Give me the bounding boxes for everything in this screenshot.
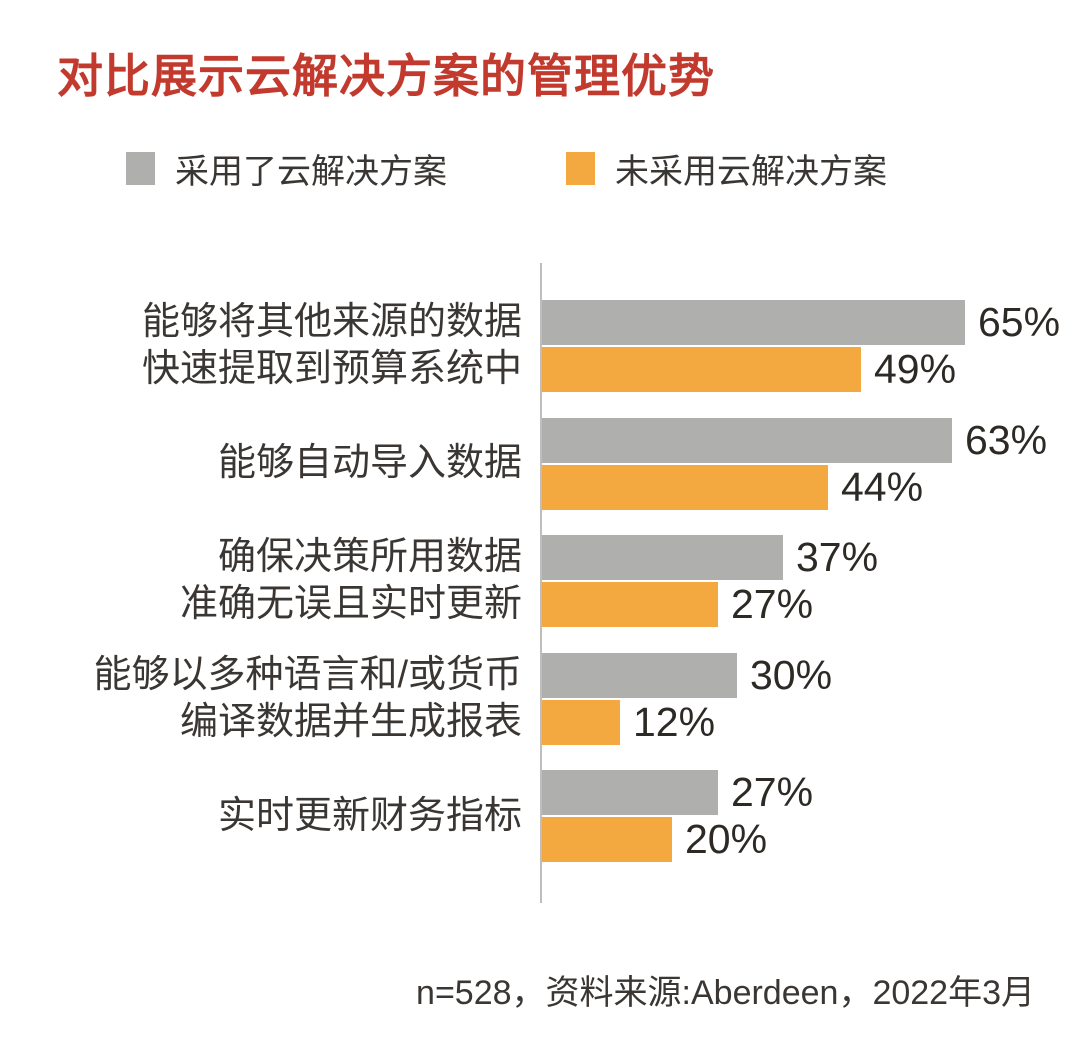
value-label-adopted: 65% — [978, 299, 1061, 345]
value-label-adopted: 30% — [750, 651, 833, 698]
page-title: 对比展示云解决方案的管理优势 — [57, 50, 715, 102]
legend-swatch-not-adopted — [566, 151, 595, 185]
value-label-not-adopted: 44% — [841, 463, 924, 510]
bar-row: 27% — [542, 769, 814, 815]
axis-line — [540, 263, 542, 903]
bar-row: 20% — [542, 816, 813, 862]
value-label-not-adopted: 49% — [874, 346, 957, 392]
bar-row: 65% — [542, 299, 1061, 345]
bar-row: 37% — [542, 534, 879, 580]
bar-not-adopted — [542, 347, 861, 392]
legend-label-adopted: 采用了云解决方案 — [175, 152, 447, 191]
bar-row: 49% — [542, 346, 1060, 392]
bar-pair: 30% 12% — [542, 651, 833, 747]
bar-adopted — [542, 300, 965, 345]
bar-not-adopted — [542, 582, 718, 627]
bar-pair: 37% 27% — [542, 534, 879, 629]
value-label-not-adopted: 12% — [633, 698, 716, 745]
bar-adopted — [542, 652, 737, 698]
bar-group: 能够以多种语言和/或货币 编译数据并生成报表 30% 12% — [0, 651, 1080, 747]
legend-item-adopted: 采用了云解决方案 — [126, 148, 447, 191]
category-label: 能够以多种语言和/或货币 编译数据并生成报表 — [93, 653, 522, 743]
bar-adopted — [542, 535, 783, 580]
footnote: n=528，资料来源:Aberdeen，2022年3月 — [416, 974, 1035, 1012]
bar-row: 63% — [542, 416, 1048, 463]
category-label: 能够自动导入数据 — [217, 442, 522, 484]
legend-item-not-adopted: 未采用云解决方案 — [566, 148, 887, 191]
bar-not-adopted — [542, 699, 620, 745]
category-label: 实时更新财务指标 — [217, 794, 522, 837]
bar-pair: 27% 20% — [542, 769, 814, 864]
bar-pair: 63% 44% — [542, 416, 1048, 512]
value-label-not-adopted: 27% — [731, 581, 814, 627]
category-label: 确保决策所用数据 准确无误且实时更新 — [179, 536, 522, 625]
bar-pair: 65% 49% — [542, 299, 1061, 394]
bar-group: 能够将其他来源的数据 快速提取到预算系统中 65% 49% — [0, 299, 1080, 394]
bar-adopted — [542, 417, 952, 463]
bar-adopted — [542, 770, 718, 815]
bar-row: 12% — [542, 698, 832, 745]
legend-label-not-adopted: 未采用云解决方案 — [615, 152, 887, 191]
bar-group: 能够自动导入数据 63% 44% — [0, 416, 1080, 512]
bar-row: 30% — [542, 651, 833, 698]
bar-not-adopted — [542, 464, 828, 510]
legend-swatch-adopted — [126, 151, 155, 185]
bar-not-adopted — [542, 817, 672, 862]
value-label-adopted: 37% — [796, 534, 879, 580]
value-label-adopted: 27% — [731, 769, 814, 815]
value-label-not-adopted: 20% — [685, 816, 768, 862]
bar-group: 确保决策所用数据 准确无误且实时更新 37% 27% — [0, 534, 1080, 629]
bar-group: 实时更新财务指标 27% 20% — [0, 769, 1080, 864]
value-label-adopted: 63% — [965, 416, 1048, 463]
bar-row: 44% — [542, 463, 1047, 510]
category-label: 能够将其他来源的数据 快速提取到预算系统中 — [141, 301, 522, 390]
bar-row: 27% — [542, 581, 878, 627]
